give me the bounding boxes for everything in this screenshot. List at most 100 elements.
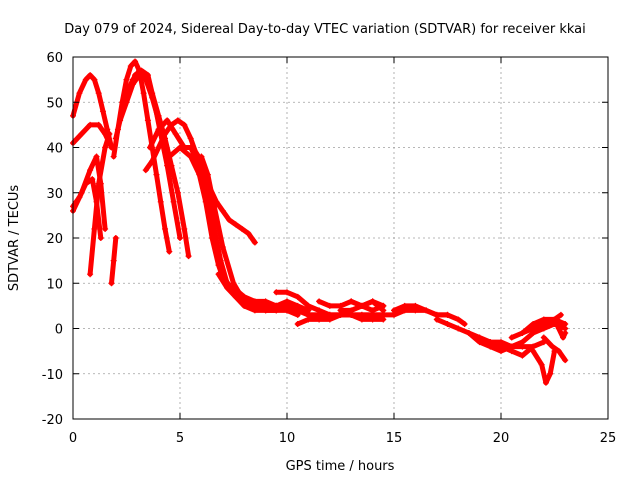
- data-point: [78, 189, 85, 196]
- data-point: [316, 298, 323, 305]
- data-point: [129, 76, 136, 83]
- data-point: [123, 76, 130, 83]
- data-point: [433, 316, 440, 323]
- data-point: [112, 135, 119, 142]
- y-tick-label: 0: [55, 323, 63, 338]
- data-point: [87, 271, 94, 278]
- data-point: [95, 90, 102, 97]
- data-point: [241, 293, 248, 300]
- data-point: [262, 307, 269, 314]
- series-track-22: [348, 298, 387, 314]
- data-point: [549, 343, 556, 350]
- data-point: [144, 117, 151, 124]
- data-point: [181, 225, 188, 232]
- data-point: [97, 235, 104, 241]
- data-point: [211, 203, 218, 210]
- data-point: [162, 144, 169, 151]
- data-point: [530, 348, 537, 355]
- data-point: [157, 198, 164, 205]
- data-point: [294, 320, 301, 327]
- series-line: [70, 154, 108, 232]
- data-point: [530, 325, 537, 332]
- data-point: [251, 239, 258, 246]
- data-point: [519, 330, 526, 337]
- x-axis-label: GPS time / hours: [286, 459, 395, 474]
- data-point: [305, 302, 312, 309]
- data-point: [316, 307, 323, 314]
- data-point: [508, 334, 515, 341]
- grid-lines: [73, 57, 608, 419]
- data-point: [557, 311, 564, 318]
- data-point: [93, 153, 100, 160]
- data-point: [153, 171, 160, 178]
- data-point: [487, 339, 494, 346]
- data-point: [166, 153, 173, 160]
- data-point: [358, 302, 365, 309]
- data-point: [91, 76, 98, 83]
- series-line: [541, 335, 568, 363]
- data-point: [117, 117, 124, 124]
- data-point: [215, 253, 222, 260]
- data-point: [465, 330, 472, 337]
- data-point: [187, 144, 194, 151]
- data-point: [232, 293, 239, 300]
- data-point: [498, 343, 504, 350]
- data-point: [174, 117, 181, 124]
- data-point: [78, 130, 85, 137]
- y-tick-label: 40: [46, 142, 63, 157]
- data-point: [149, 158, 156, 165]
- data-point: [87, 167, 94, 174]
- data-point: [241, 302, 248, 309]
- series-line: [348, 298, 386, 313]
- x-tick-label: 5: [176, 431, 184, 446]
- x-tick-label: 20: [493, 431, 510, 446]
- data-point: [455, 325, 462, 332]
- y-tick-label: 60: [46, 51, 63, 66]
- data-point: [87, 72, 94, 79]
- data-point: [155, 126, 162, 133]
- series-line: [552, 316, 568, 341]
- series-line: [87, 131, 112, 277]
- data-point: [215, 271, 222, 278]
- axis-ticks: -20 -10 0 10 20 30 40 50 60 0 5 10 15 20 25: [42, 51, 617, 446]
- data-point: [172, 130, 179, 137]
- data-point: [540, 320, 547, 327]
- data-point: [562, 320, 569, 327]
- data-point: [140, 90, 147, 97]
- x-tick-label: 0: [69, 431, 77, 446]
- data-point: [181, 121, 188, 128]
- data-point: [202, 194, 209, 201]
- data-point: [219, 207, 226, 214]
- data-point: [76, 90, 83, 97]
- data-point: [187, 135, 194, 142]
- data-point: [102, 225, 109, 232]
- data-point: [305, 316, 312, 323]
- data-point: [168, 162, 175, 169]
- data-point: [110, 257, 117, 264]
- data-point: [136, 67, 143, 74]
- series-track-30: [530, 348, 558, 386]
- y-tick-label: 20: [46, 232, 63, 247]
- data-point: [204, 171, 211, 178]
- data-point: [155, 144, 162, 151]
- data-point: [162, 130, 169, 137]
- data-point: [142, 76, 149, 83]
- data-point: [110, 153, 117, 160]
- data-point: [162, 225, 169, 232]
- series-track-6: [108, 235, 119, 287]
- data-point: [185, 253, 192, 260]
- series-track-32: [540, 334, 569, 364]
- data-point: [294, 293, 301, 300]
- data-point: [164, 117, 171, 124]
- y-tick-label: -10: [42, 368, 63, 383]
- data-point: [380, 311, 387, 318]
- data-point: [273, 302, 280, 309]
- data-point: [102, 144, 109, 151]
- data-point: [337, 307, 344, 314]
- data-point: [284, 302, 290, 309]
- data-point: [198, 153, 205, 160]
- data-point: [262, 298, 269, 305]
- data-point: [508, 348, 515, 355]
- data-point: [177, 144, 183, 151]
